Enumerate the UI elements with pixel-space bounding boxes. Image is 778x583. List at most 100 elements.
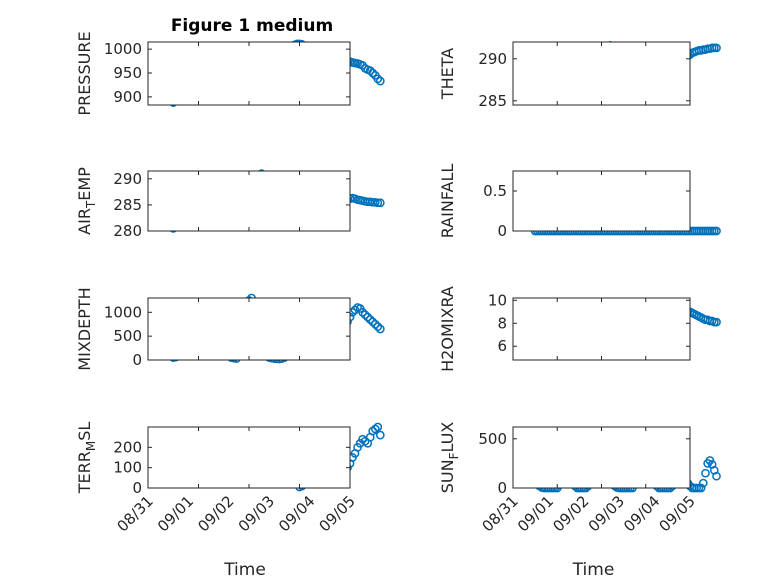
data-point: [358, 307, 367, 317]
subplot-mixdepth: 0 500 1000 MIXDEPTH: [75, 287, 385, 371]
data-point: [375, 198, 385, 208]
data-point: [712, 43, 721, 53]
axes-box: [147, 170, 351, 232]
x-tick-label: 09/01: [514, 492, 557, 535]
y-tick-label: 290: [113, 170, 142, 188]
data-point: [373, 198, 383, 208]
subplot-pressure: 900 950 1000 PRESSURE: [75, 31, 385, 116]
y-tick-label: 100: [113, 459, 142, 477]
data-point: [373, 322, 383, 331]
subplot-terr_msl: 0 100 200 TERRMSL 08/3109/0109/0209/0309/040…: [75, 422, 385, 580]
x-axis-label: Time: [223, 560, 266, 580]
y-tick-label: 8: [497, 314, 507, 332]
y-tick-label: 280: [113, 222, 142, 240]
data-point: [698, 478, 708, 488]
subplot-h2omixra: 6 8 10 H2OMIXRA: [438, 286, 721, 372]
y-axis-label-main: RAINFALL: [438, 164, 457, 239]
y-tick-label: 0.5: [483, 182, 507, 200]
axes-box: [147, 41, 351, 106]
y-tick-label: 285: [113, 196, 142, 214]
x-tick-label: 09/05: [656, 492, 699, 535]
y-axis-label: THETA: [438, 48, 457, 100]
data-point: [375, 324, 385, 334]
y-tick-label: 0: [132, 479, 142, 497]
y-tick-label: 290: [478, 50, 507, 68]
axes-box: [147, 297, 351, 361]
data-point: [368, 317, 378, 327]
x-tick-label: 08/31: [114, 492, 157, 535]
y-axis-label-subscript: T: [84, 200, 98, 209]
data-point: [350, 305, 360, 315]
y-axis-label-main: MIXDEPTH: [75, 287, 94, 370]
subplot-air_temp: 280 285 290 AIRTEMP: [75, 167, 385, 240]
data-point: [370, 319, 380, 329]
y-tick-label: 0: [497, 222, 507, 240]
data-point: [373, 422, 383, 432]
x-tick-label: 09/02: [549, 492, 592, 535]
axes-box: [512, 170, 691, 232]
y-axis-label: PRESSURE: [75, 31, 94, 115]
figure-title: Figure 1 medium: [171, 16, 333, 36]
data-point: [696, 483, 706, 493]
data-point: [358, 434, 367, 444]
x-tick-label: 09/01: [154, 492, 197, 535]
data-point: [712, 317, 721, 327]
y-tick-label: 10: [488, 291, 507, 309]
x-tick-label: 09/03: [585, 492, 628, 535]
y-tick-label: 200: [113, 438, 142, 456]
data-point: [375, 76, 385, 86]
y-axis-label-main: TERR: [75, 451, 94, 494]
y-tick-label: 950: [113, 64, 142, 82]
y-axis-label: RAINFALL: [438, 164, 457, 239]
data-point: [373, 74, 383, 84]
y-tick-label: 500: [478, 430, 507, 448]
data-point: [365, 315, 375, 324]
y-tick-label: 0: [132, 351, 142, 369]
y-axis-label-main: THETA: [438, 48, 457, 100]
axes-box: [512, 426, 691, 489]
data-point: [370, 424, 380, 434]
y-tick-label: 1000: [104, 303, 142, 321]
y-axis-label-tail: SL: [75, 422, 94, 441]
data-point: [701, 468, 710, 478]
y-axis-label-tail: EMP: [75, 167, 94, 201]
y-tick-label: 6: [497, 337, 507, 355]
data-point: [368, 68, 378, 78]
y-axis-label-main: PRESSURE: [75, 31, 94, 115]
y-axis-label-main: AIR: [75, 208, 94, 235]
subplot-sun_flux: 0 500 SUNFLUX 08/3109/0109/0209/0309/0409/0…: [438, 422, 721, 580]
y-axis-label-main: H2OMIXRA: [438, 286, 457, 372]
data-point: [365, 66, 375, 75]
x-tick-label: 09/03: [235, 492, 278, 535]
data-point: [360, 310, 370, 320]
data-point: [712, 471, 721, 481]
y-tick-label: 900: [113, 88, 142, 106]
axes-box: [512, 297, 691, 361]
x-axis-label: Time: [572, 560, 615, 580]
axes-box: [147, 426, 351, 489]
x-tick-label: 09/04: [275, 492, 318, 535]
y-axis-label: H2OMIXRA: [438, 286, 457, 372]
y-tick-label: 1000: [104, 40, 142, 58]
y-axis-label: TERRMSL: [75, 422, 98, 495]
x-tick-label: 09/04: [620, 492, 663, 535]
y-axis-label-subscript: F: [447, 452, 461, 459]
data-point: [375, 430, 385, 440]
y-tick-label: 500: [113, 327, 142, 345]
y-axis-label-subscript: M: [84, 441, 98, 451]
y-axis-label: AIRTEMP: [75, 167, 98, 235]
y-tick-label: 285: [478, 92, 507, 110]
y-tick-label: 0: [497, 479, 507, 497]
y-axis-label: SUNFLUX: [438, 422, 461, 494]
y-axis-label-main: SUN: [438, 459, 457, 493]
data-point: [363, 312, 373, 322]
x-tick-label: 09/02: [194, 492, 237, 535]
x-tick-label: 08/31: [479, 492, 522, 535]
axes-box: [512, 41, 691, 106]
y-axis-label-tail: LUX: [438, 422, 457, 453]
data-point: [712, 226, 721, 236]
subplot-rainfall: 0 0.5 RAINFALL: [438, 164, 721, 240]
x-tick-label: 09/05: [316, 492, 359, 535]
